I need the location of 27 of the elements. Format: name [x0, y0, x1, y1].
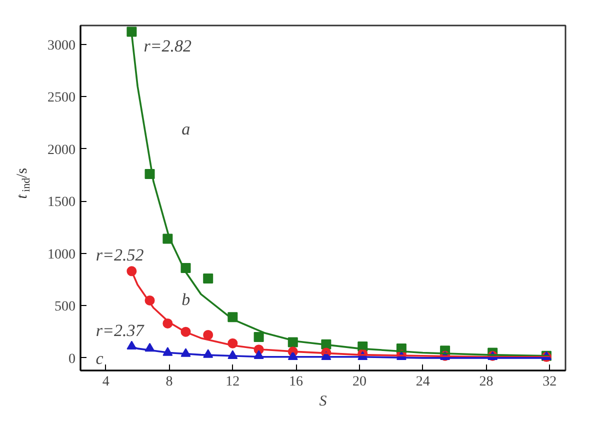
point [126, 26, 137, 37]
point [203, 274, 214, 284]
y-axis-title: tind/s [14, 168, 32, 199]
x-tick-label: 4 [102, 374, 110, 390]
y-tick-label: 1000 [48, 247, 76, 262]
x-tick-label: 20 [352, 374, 366, 390]
annotation: a [182, 119, 190, 138]
annotation: r=2.82 [144, 36, 192, 56]
point [254, 332, 264, 342]
x-tick-label: 28 [479, 374, 494, 390]
annotation: r=2.52 [96, 246, 144, 265]
x-tick-label: 24 [416, 374, 430, 390]
annotation: c [96, 348, 104, 368]
point [203, 330, 214, 340]
y-tick-label: 0 [68, 352, 76, 367]
annotation: r=2.37 [96, 320, 146, 340]
y-tick-label: 2500 [48, 90, 76, 106]
y-tick-label: 3000 [48, 38, 76, 54]
x-axis-title: S [319, 394, 328, 410]
y-tick-label: 2000 [48, 142, 76, 158]
x-tick-label: 32 [542, 374, 557, 390]
y-tick-label: 500 [54, 300, 76, 315]
y-tick-label: 1500 [48, 195, 76, 210]
x-tick-label: 12 [226, 374, 240, 390]
x-tick-label: 8 [166, 374, 173, 390]
x-tick-label: 16 [289, 374, 304, 390]
annotation: b [182, 290, 190, 309]
